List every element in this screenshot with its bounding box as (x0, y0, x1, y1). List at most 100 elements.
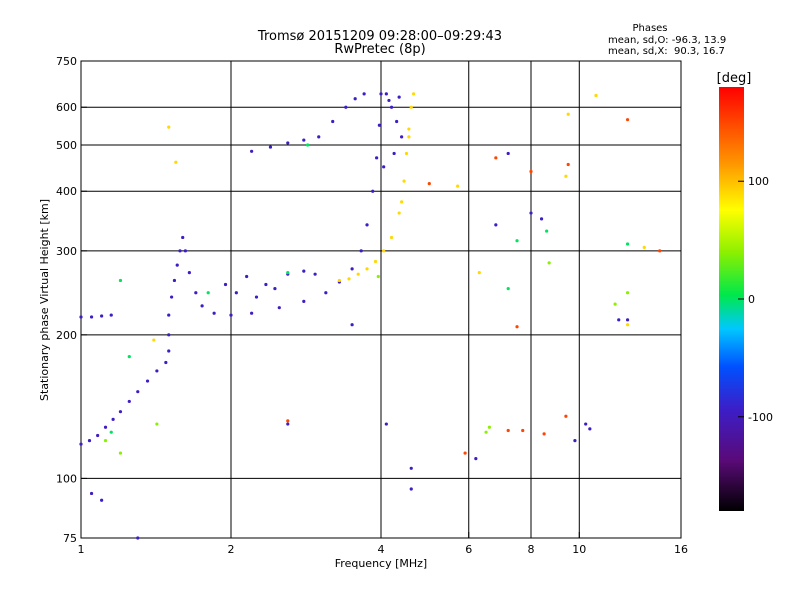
data-point (384, 422, 388, 426)
data-point (566, 162, 570, 167)
data-point (625, 118, 630, 122)
data-point (136, 390, 140, 394)
data-point (324, 291, 328, 295)
data-point (463, 451, 467, 455)
data-point (411, 92, 416, 96)
data-point (625, 242, 630, 246)
data-point (109, 313, 113, 317)
data-point (353, 97, 357, 101)
data-point (613, 302, 617, 306)
data-point (273, 286, 277, 291)
colorbar-tick-label: 0 (748, 293, 755, 306)
data-point (400, 200, 404, 204)
data-point (145, 379, 150, 383)
data-point (172, 278, 177, 283)
data-point (400, 135, 404, 139)
data-point (625, 323, 630, 327)
data-point (384, 92, 388, 96)
data-point (521, 428, 525, 433)
data-point (506, 151, 510, 156)
data-point (87, 439, 92, 443)
data-point (395, 119, 399, 124)
data-point (494, 223, 498, 227)
series-group (109, 143, 630, 434)
colorbar-ticks: 100 0 -100 (738, 175, 773, 424)
y-tick-label: 500 (56, 139, 77, 152)
data-point (200, 304, 204, 308)
data-point (564, 174, 568, 178)
data-point (187, 271, 191, 275)
data-point (387, 98, 391, 103)
data-point (103, 425, 108, 429)
data-point (371, 189, 375, 193)
data-point (389, 105, 394, 109)
x-tick-label: 10 (572, 543, 586, 556)
data-point (250, 149, 254, 153)
data-point (356, 272, 360, 276)
data-point (409, 105, 413, 109)
data-points-layer (79, 92, 662, 540)
y-tick-label: 300 (56, 245, 77, 258)
y-tick-label: 75 (63, 532, 77, 545)
data-point (250, 311, 254, 315)
data-point (617, 318, 621, 322)
data-point (542, 432, 546, 436)
data-point (170, 295, 174, 299)
data-point (515, 239, 519, 243)
data-point (229, 313, 233, 317)
data-point (402, 179, 406, 183)
data-point (404, 151, 409, 156)
data-point (347, 277, 351, 281)
y-axis-ticks: 75 100 200 300 400 500 600 750 (56, 55, 87, 545)
data-point (515, 325, 519, 329)
data-point (155, 369, 159, 373)
data-point (302, 299, 306, 304)
data-point (306, 143, 310, 147)
data-point (362, 92, 366, 96)
x-tick-label: 2 (228, 543, 235, 556)
data-point (625, 291, 630, 295)
data-point (206, 291, 210, 295)
data-point (118, 278, 123, 283)
data-point (127, 399, 131, 404)
data-point (373, 259, 378, 264)
data-point (212, 311, 216, 315)
data-point (183, 249, 187, 253)
y-tick-label: 750 (56, 55, 77, 68)
data-point (194, 291, 198, 295)
data-point (350, 323, 354, 327)
data-point (456, 184, 460, 188)
data-point (594, 93, 598, 98)
data-point (286, 141, 290, 145)
data-point (164, 360, 168, 365)
data-point (588, 427, 592, 431)
phase-stats-x-mode: mean, sd,X: 90.3, 16.7 (608, 46, 725, 57)
data-point (389, 235, 394, 240)
data-point (118, 451, 123, 455)
data-point (89, 315, 94, 319)
data-point (89, 491, 94, 496)
y-tick-label: 400 (56, 185, 77, 198)
data-point (506, 428, 510, 433)
data-point (375, 156, 379, 160)
data-point (474, 457, 478, 461)
data-point (167, 125, 171, 129)
data-point (264, 282, 268, 287)
data-point (175, 263, 179, 267)
data-point (277, 306, 281, 310)
data-point (397, 95, 401, 99)
data-point (573, 439, 577, 443)
data-point (539, 217, 544, 221)
data-point (167, 333, 171, 337)
data-point (302, 138, 306, 142)
x-tick-label: 6 (465, 543, 472, 556)
data-point (392, 151, 396, 156)
data-point (642, 245, 646, 249)
data-point (547, 261, 551, 265)
y-tick-label: 200 (56, 329, 77, 342)
data-point (376, 274, 380, 279)
data-point (302, 269, 306, 273)
series-group (152, 92, 646, 342)
data-point (118, 410, 123, 414)
